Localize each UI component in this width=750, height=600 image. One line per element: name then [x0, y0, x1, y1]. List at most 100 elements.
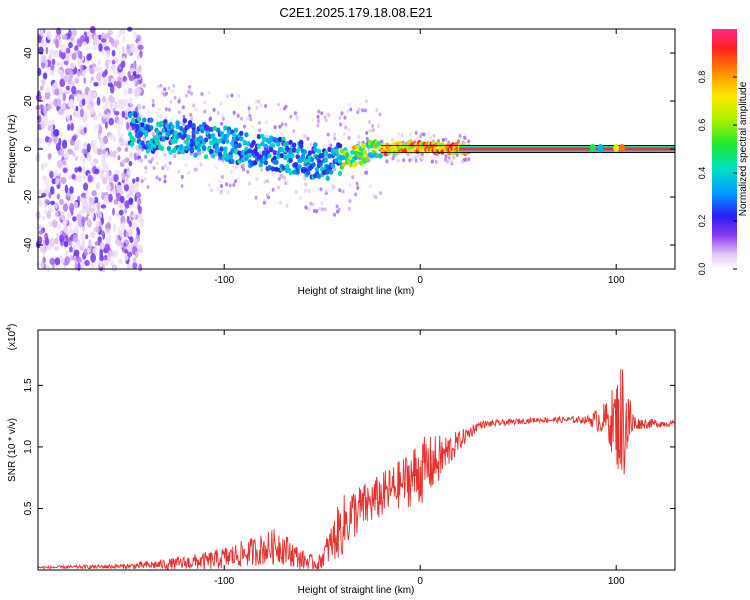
spectrogram-cell: [277, 176, 281, 181]
spectrogram-cell: [267, 191, 271, 196]
spectrogram-cell: [37, 35, 42, 44]
spectrogram-cell: [69, 246, 73, 253]
snr-multiplier-exponent: 4: [6, 327, 13, 331]
spectrogram-cell: [251, 140, 256, 146]
spectrogram-cell: [368, 119, 371, 124]
spectrogram-cell: [323, 115, 327, 120]
spectrogram-cell: [189, 148, 195, 154]
spectrogram-cell: [56, 61, 61, 67]
spectrogram-cell: [142, 83, 146, 88]
spectrogram-cell: [188, 87, 191, 92]
spectrogram-cell: [46, 210, 52, 219]
spectrogram-cell: [77, 262, 81, 272]
spectrogram-cell: [152, 166, 156, 171]
spectrogram-cell: [48, 153, 51, 161]
spectrogram-cell: [54, 246, 60, 251]
spectrogram-cell: [267, 165, 272, 171]
spectrogram-cell: [168, 161, 172, 166]
spectrogram-cell: [70, 122, 74, 131]
spectrogram-cell: [70, 196, 74, 202]
spectrogram-cell: [46, 103, 52, 111]
spectrogram-cell: [105, 199, 109, 205]
spectrogram-cell: [84, 35, 90, 42]
spectrogram-cell: [121, 159, 126, 165]
spectrogram-cell: [166, 166, 170, 171]
spectrogram-cell: [48, 220, 52, 228]
spectrogram-cell: [126, 194, 131, 199]
spectrogram-cell: [35, 94, 42, 102]
spectrogram-cell: [115, 169, 120, 175]
spectrogram-cell: [76, 213, 82, 222]
spectrogram-cell: [436, 159, 440, 164]
spectrogram-cell: [257, 99, 261, 104]
spectrogram-cell: [103, 135, 109, 144]
spectrogram-cell: [104, 151, 109, 159]
spectrogram-cell: [105, 98, 109, 108]
spectrogram-cell: [128, 160, 133, 167]
spectrogram-cell: [36, 137, 42, 143]
spectrogram-cell: [192, 103, 196, 108]
spectrogram-cell: [46, 264, 51, 273]
spectrogram-cell: [48, 119, 55, 126]
spectrogram-cell: [123, 100, 129, 106]
spectrogram-cell: [56, 232, 60, 239]
spectrogram-cell: [116, 184, 123, 193]
spectrogram-cell: [71, 173, 76, 180]
spectrogram-cell: [98, 43, 103, 52]
spectrogram-cell: [59, 78, 66, 87]
spectrogram-cell: [327, 146, 332, 153]
spectrogram-cell: [41, 55, 47, 64]
spectrogram-cell: [216, 111, 220, 115]
spectrogram-cell: [66, 113, 70, 122]
spectrogram-cell: [132, 70, 137, 77]
spectrogram-cell: [92, 247, 98, 256]
colorbar-tick-label: 0.4: [697, 167, 707, 180]
spectrogram-cell: [265, 179, 269, 184]
spectrogram-cell: [50, 64, 55, 71]
spectrogram-cell: [371, 124, 374, 128]
spectrogram-cell: [219, 101, 223, 106]
spectrogram-cell: [589, 144, 596, 152]
spectrogram-cell: [180, 184, 184, 188]
spectrogram-cell: [365, 136, 369, 141]
snr-multiplier-close: ): [7, 324, 18, 327]
spectrogram-cell: [106, 111, 110, 118]
spectrogram-cell: [173, 95, 177, 100]
spectrogram-cell: [336, 153, 341, 159]
spectrogram-cell: [200, 91, 204, 96]
spectrogram-cell: [82, 174, 87, 180]
spectrogram-cell: [150, 157, 154, 162]
spectrogram-cell: [101, 48, 105, 55]
spectrogram-cell: [129, 236, 134, 243]
spectrogram-cell: [127, 87, 133, 95]
spectrogram-cell: [40, 261, 45, 269]
spectrogram-cell: [60, 254, 64, 264]
spectrogram-cell: [364, 156, 369, 162]
spectrogram-cell: [112, 102, 118, 108]
spectrogram-cell: [163, 92, 167, 97]
spectrogram-cell: [163, 179, 167, 184]
spectrogram-cell: [313, 142, 318, 148]
spectrogram-cell: [267, 153, 272, 159]
snr-plot-area: [38, 330, 675, 570]
spectrogram-cell: [613, 144, 620, 152]
spectrogram-cell: [279, 200, 282, 205]
spectrogram-cell: [378, 112, 382, 117]
spectrogram-cell: [49, 49, 55, 55]
spectrogram-cell: [194, 107, 198, 112]
spectrogram-cell: [324, 189, 328, 193]
spectrogram-panel: -100 0 100 -40 -20 0 20 40 Height of straight …: [7, 25, 676, 297]
spectrogram-cell: [316, 114, 320, 119]
spectrogram-cell: [63, 75, 70, 83]
colorbar: 0.0 0.2 0.4 0.6 0.8 Normalized spectral ampl…: [697, 29, 749, 275]
spectrogram-cell: [303, 134, 306, 138]
spectrogram-cell: [124, 200, 131, 209]
spectrogram-cell: [212, 125, 217, 132]
spectrogram-cell: [279, 147, 284, 153]
spectrogram-cell: [403, 148, 408, 154]
spectrogram-cell: [457, 139, 460, 144]
spectrogram-cell: [207, 90, 211, 95]
spectrogram-cell: [414, 130, 418, 135]
spectrogram-cell: [67, 228, 74, 235]
spectrogram-cell: [237, 93, 241, 98]
